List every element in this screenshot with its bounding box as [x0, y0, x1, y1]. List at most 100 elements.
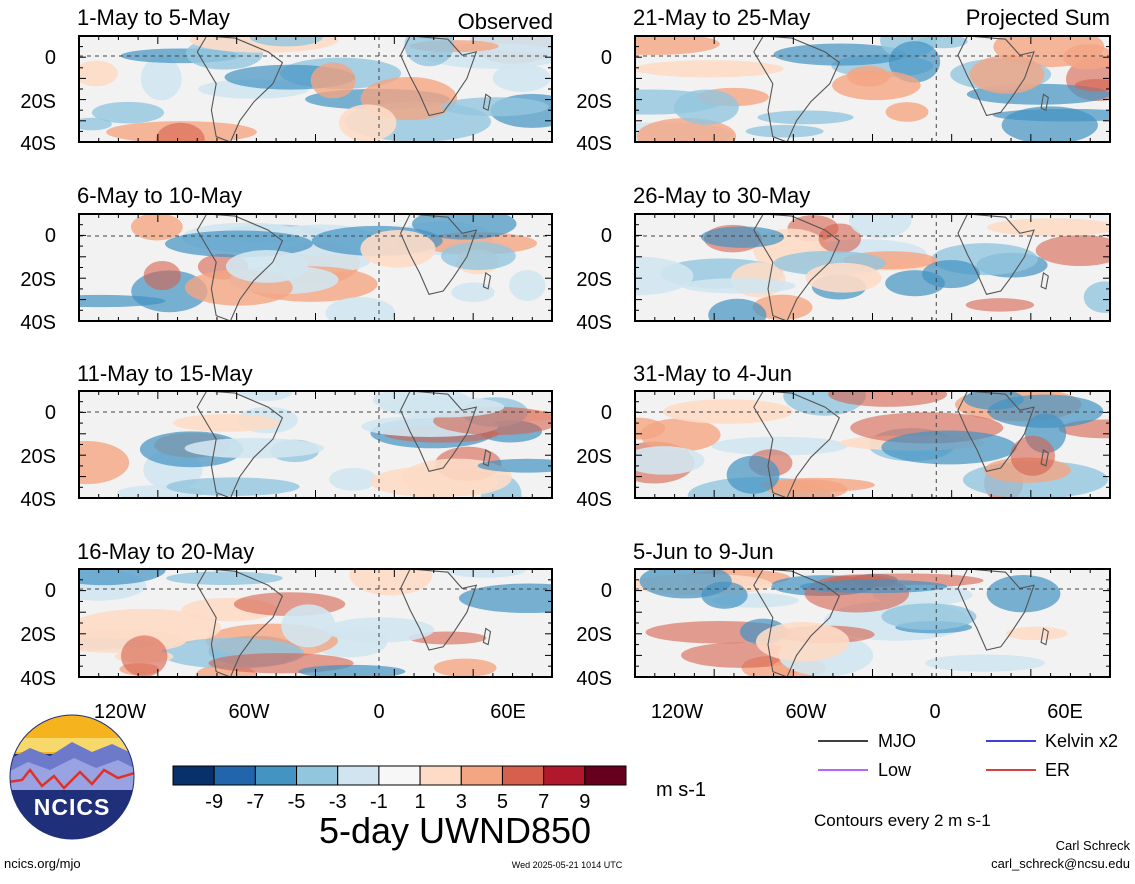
- timestamp-text: Wed 2025-05-21 1014 UTC: [512, 860, 623, 870]
- anomaly-shade: [987, 394, 1104, 428]
- colorbar-label: 7: [538, 791, 549, 813]
- anomaly-shade: [711, 436, 848, 456]
- anomaly-shade: [922, 259, 980, 289]
- y-tick-label: 0: [601, 47, 612, 69]
- y-tick-label: 20S: [20, 446, 56, 468]
- anomaly-shade: [1074, 79, 1110, 92]
- anomaly-shade: [674, 89, 739, 125]
- colorbar: -9 -7 -5 -3 -1 1 3 5 7 9: [172, 765, 627, 813]
- anomaly-shade: [156, 122, 205, 142]
- x-tick-label: 60W: [785, 701, 826, 723]
- anomaly-shade: [310, 62, 356, 99]
- anomaly-shade: [752, 294, 813, 320]
- coastline: [957, 391, 1035, 472]
- colorbar-segment: [419, 765, 462, 786]
- anomaly-shade: [635, 417, 666, 440]
- anomaly-shade: [166, 571, 283, 585]
- anomaly-shade: [881, 603, 977, 630]
- y-tick-label: 0: [601, 402, 612, 424]
- colorbar-label: -9: [205, 791, 223, 813]
- anomaly-shade: [140, 56, 182, 101]
- anomaly-shade: [442, 97, 549, 117]
- x-tick-label: 120W: [651, 701, 703, 723]
- anomaly-shade: [700, 226, 785, 248]
- coastline: [957, 214, 1035, 295]
- colorbar-label: -5: [288, 791, 306, 813]
- colorbar-segment: [543, 765, 586, 786]
- coastline: [1040, 271, 1049, 290]
- anomaly-shade: [79, 441, 130, 485]
- colorbar-segment: [378, 765, 421, 786]
- anomaly-shade: [325, 297, 396, 321]
- anomaly-shade: [986, 574, 1061, 613]
- map-panel: 6-May to 10-May 0 20S 40S: [20, 183, 553, 334]
- colorbar-label: -7: [246, 791, 264, 813]
- coastline: [1040, 627, 1049, 646]
- anomaly-shade: [492, 63, 551, 92]
- legend-label-mjo: MJO: [878, 731, 916, 751]
- colorbar-label: 1: [415, 791, 426, 813]
- observed-label: Observed: [458, 9, 553, 34]
- anomaly-shade: [726, 455, 780, 494]
- colorbar-segment: [213, 765, 256, 786]
- panel-title: 16-May to 20-May: [77, 539, 254, 564]
- legend-label-kelvin: Kelvin x2: [1045, 731, 1118, 751]
- coastline: [196, 569, 284, 677]
- anomaly-shade: [745, 125, 824, 138]
- panel-title: 31-May to 4-Jun: [633, 361, 792, 386]
- y-tick-label: 0: [45, 225, 56, 247]
- anomaly-shade: [441, 241, 516, 271]
- x-tick-label: 60E: [1047, 701, 1083, 723]
- y-tick-label: 40S: [576, 133, 612, 155]
- anomaly-shade: [1001, 106, 1098, 142]
- anomaly-shade: [91, 101, 165, 124]
- anomaly-shade: [79, 60, 118, 87]
- anomaly-shade: [121, 635, 168, 677]
- panel-title: 1-May to 5-May: [77, 5, 230, 30]
- colorbar-units: m s-1: [656, 779, 706, 801]
- coastline: [753, 569, 840, 677]
- map-panel: 11-May to 15-May 0 20S 40S: [20, 361, 553, 511]
- colorbar-segment: [172, 765, 215, 786]
- anomaly-shade: [509, 269, 546, 301]
- map-panel: 16-May to 20-May 0 20S 40S: [20, 539, 553, 690]
- colorbar-segment: [254, 765, 298, 786]
- colorbar-segment: [501, 765, 545, 786]
- anomaly-shade: [225, 249, 309, 283]
- anomaly-shade: [635, 256, 694, 296]
- x-tick-label: 120W: [94, 701, 146, 723]
- coastline: [399, 391, 478, 472]
- coastline: [753, 36, 840, 142]
- logo-text: NCICS: [34, 794, 111, 820]
- map-panel: 5-Jun to 9-Jun 0 20S 40S: [576, 539, 1111, 690]
- anomaly-shade: [1035, 234, 1110, 266]
- coastline: [482, 627, 492, 646]
- anomaly-shade: [757, 110, 854, 125]
- anomaly-shade: [166, 477, 300, 496]
- legend-label-low: Low: [878, 760, 912, 780]
- colorbar-segment: [460, 765, 503, 786]
- email-text: carl_schreck@ncsu.edu: [991, 856, 1130, 871]
- anomaly-shade: [458, 583, 552, 614]
- anomaly-shade: [888, 41, 941, 83]
- anomaly-shade: [635, 60, 784, 78]
- y-tick-label: 20S: [576, 91, 612, 113]
- anomaly-shade: [79, 569, 166, 586]
- anomaly-shade: [639, 569, 732, 599]
- coastline: [482, 448, 492, 467]
- legend-label-er: ER: [1045, 760, 1070, 780]
- anomaly-shade: [143, 260, 181, 291]
- anomaly-shade: [799, 579, 948, 594]
- website-text: ncics.org/mjo: [4, 856, 81, 871]
- y-tick-label: 40S: [20, 489, 56, 511]
- anomaly-shade: [965, 298, 1035, 312]
- anomaly-shade: [885, 102, 929, 122]
- anomaly-shade: [412, 214, 517, 240]
- anomaly-shade: [1005, 626, 1068, 641]
- map-panels: 1-May to 5-May 0 20S 40S 6-May to 10-May 0 20S…: [20, 5, 1111, 690]
- x-tick-label: 60W: [228, 701, 269, 723]
- anomaly-shade: [379, 396, 505, 418]
- y-tick-label: 40S: [576, 489, 612, 511]
- anomaly-shade: [329, 467, 378, 491]
- anomaly-shade: [708, 298, 767, 321]
